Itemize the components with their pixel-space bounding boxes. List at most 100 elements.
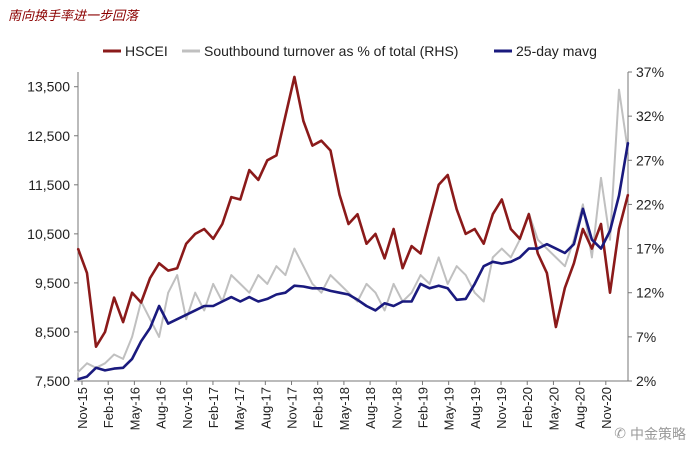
data-point (410, 291, 413, 294)
data-point (104, 362, 106, 365)
data-point (212, 305, 215, 307)
x-tick-label: Feb-19 (415, 387, 430, 428)
data-point (302, 120, 305, 122)
data-point (419, 283, 422, 285)
data-point (464, 298, 467, 300)
data-point (167, 322, 170, 325)
data-point (212, 237, 215, 240)
data-point (383, 309, 386, 312)
data-point (302, 285, 305, 288)
data-point (338, 283, 341, 285)
data-point (410, 300, 413, 303)
x-tick-label: Feb-18 (311, 387, 326, 428)
data-point (365, 283, 368, 285)
data-point (374, 291, 377, 294)
data-point (140, 301, 143, 304)
data-point (95, 345, 97, 348)
x-tick-label: Nov-18 (389, 387, 404, 429)
data-point (401, 300, 404, 303)
x-tick-label: Feb-17 (206, 387, 221, 428)
data-point (212, 283, 215, 285)
data-point (176, 267, 179, 270)
data-point (509, 256, 512, 259)
data-point (419, 252, 422, 255)
right-tick-label: 27% (636, 152, 664, 168)
data-point (86, 272, 88, 274)
watermark-text: 中金策略 (630, 427, 686, 443)
data-point (293, 284, 296, 287)
data-point (257, 274, 260, 276)
series-line-0 (76, 75, 630, 349)
data-point (221, 300, 224, 303)
data-point (356, 298, 359, 301)
data-point (329, 290, 332, 292)
data-point (428, 283, 431, 285)
data-point (320, 287, 323, 290)
data-point (221, 223, 224, 225)
data-point (564, 252, 566, 254)
data-point (546, 272, 548, 274)
data-point (365, 242, 368, 245)
data-point (167, 269, 170, 272)
data-point (437, 183, 440, 186)
data-point (491, 213, 494, 216)
wechat-icon: ✆ (614, 426, 626, 442)
data-point (248, 291, 251, 294)
data-point (356, 213, 359, 216)
data-point (158, 262, 161, 265)
data-point (555, 247, 557, 250)
x-tick-label: Nov-16 (180, 387, 195, 429)
data-point (473, 291, 476, 294)
data-point (518, 237, 521, 240)
data-point (185, 242, 188, 245)
data-point (582, 203, 584, 206)
data-point (482, 300, 485, 303)
x-tick-label: Nov-15 (75, 387, 90, 429)
chart-title: 南向换手率进一步回落 (8, 9, 139, 24)
data-point (473, 283, 476, 285)
data-point (230, 274, 233, 276)
left-tick-label: 8,500 (35, 324, 70, 340)
x-tick-label: May-19 (442, 387, 457, 430)
data-point (329, 274, 332, 276)
data-point (600, 177, 602, 179)
data-point (320, 291, 323, 294)
x-tick-label: May-20 (546, 387, 561, 430)
data-point (275, 154, 278, 157)
data-point (284, 274, 287, 276)
data-point (437, 284, 440, 287)
data-point (311, 144, 314, 147)
data-point (95, 366, 97, 369)
data-point (555, 256, 557, 259)
data-point (464, 233, 467, 235)
data-point (302, 265, 305, 268)
data-point (149, 327, 152, 329)
data-point (410, 245, 413, 248)
data-point (104, 331, 106, 333)
right-tick-label: 12% (636, 285, 664, 301)
legend-label: HSCEI (125, 43, 168, 59)
left-tick-label: 11,500 (28, 177, 70, 193)
data-point (509, 260, 512, 263)
data-point (122, 321, 124, 323)
data-point (573, 243, 575, 246)
data-point (591, 256, 593, 259)
x-tick-label: Aug-20 (573, 387, 588, 429)
data-point (347, 223, 350, 225)
data-point (473, 228, 476, 230)
x-tick-label: Aug-19 (468, 387, 483, 429)
right-tick-label: 2% (636, 373, 656, 389)
data-point (248, 169, 251, 172)
x-tick-label: Aug-17 (258, 387, 273, 429)
data-point (239, 283, 242, 285)
data-point (446, 174, 449, 176)
data-point (185, 313, 188, 316)
right-tick-label: 17% (636, 241, 664, 257)
data-point (338, 193, 341, 196)
data-point (428, 218, 431, 221)
data-point (500, 198, 503, 201)
data-point (266, 283, 269, 285)
data-point (446, 283, 449, 285)
data-point (230, 196, 233, 199)
